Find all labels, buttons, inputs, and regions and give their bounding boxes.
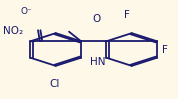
Text: F: F bbox=[163, 44, 168, 55]
Text: HN: HN bbox=[90, 57, 106, 67]
Text: NO₂: NO₂ bbox=[3, 26, 23, 36]
Text: O: O bbox=[92, 14, 100, 24]
Text: O⁻: O⁻ bbox=[20, 7, 32, 16]
Text: Cl: Cl bbox=[50, 79, 60, 89]
Text: F: F bbox=[124, 10, 129, 20]
